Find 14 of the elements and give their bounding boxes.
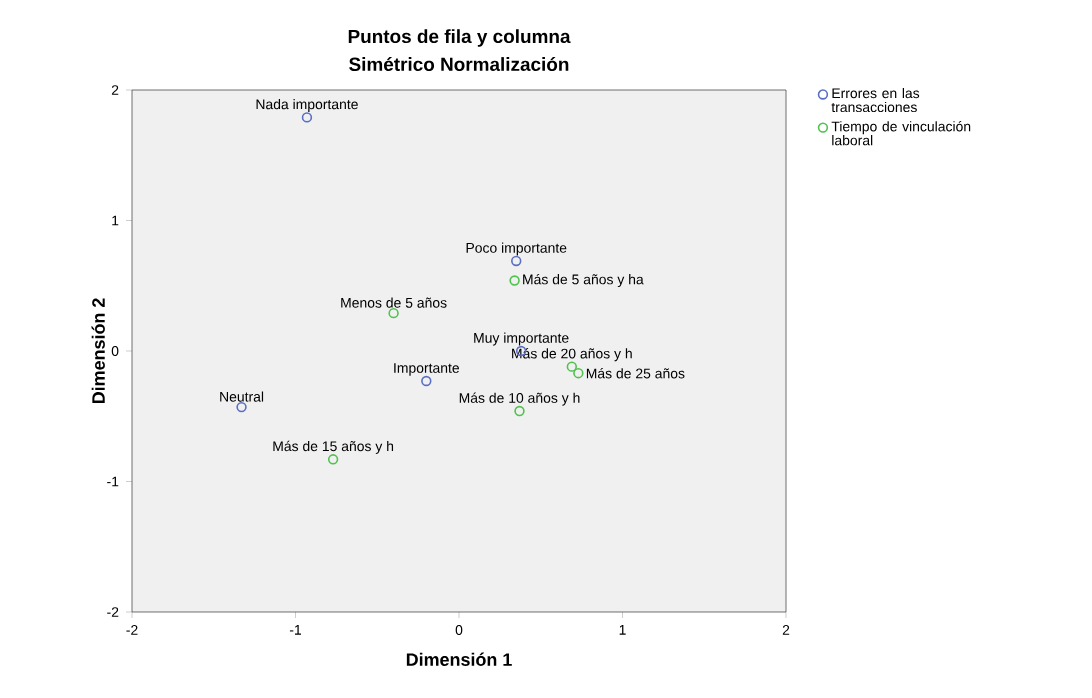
point xyxy=(566,361,578,372)
chart-title: Puntos de fila y columna xyxy=(348,29,571,47)
point xyxy=(301,112,313,123)
x-axis-title: Dimensión 1 xyxy=(406,652,512,666)
point xyxy=(421,375,432,387)
point xyxy=(327,454,339,465)
point xyxy=(236,401,247,413)
y-axis-title: Dimensión 2 xyxy=(91,298,105,404)
point xyxy=(511,255,522,267)
chart-subtitle: Simétrico Normalización xyxy=(349,56,569,72)
point xyxy=(573,367,584,379)
point xyxy=(509,275,520,286)
point xyxy=(388,307,399,319)
point xyxy=(514,405,525,417)
